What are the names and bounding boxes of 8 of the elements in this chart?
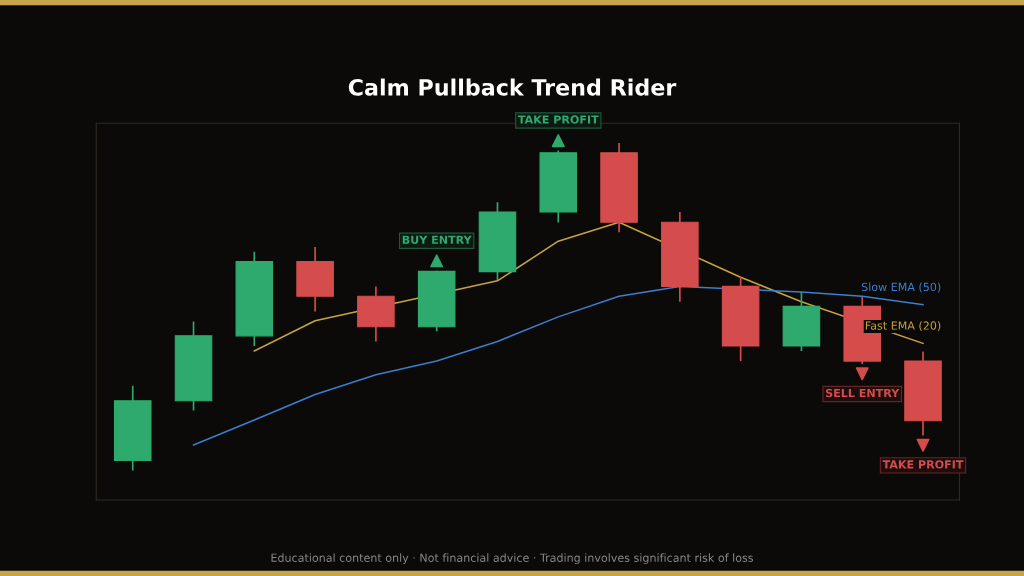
annotation: TAKE PROFIT (882, 460, 964, 469)
text: Educational content only · Not financial advice · Trading involves significant risk of loss (271, 553, 754, 565)
annotation: TAKE PROFIT (517, 115, 599, 124)
chart-title: Calm Pullback Trend Rider (348, 78, 677, 96)
annotation: BUY ENTRY (402, 235, 472, 244)
series-label: Fast EMA (20) (865, 321, 941, 332)
series-label: Slow EMA (50) (861, 282, 941, 293)
annotation: SELL ENTRY (825, 388, 900, 398)
